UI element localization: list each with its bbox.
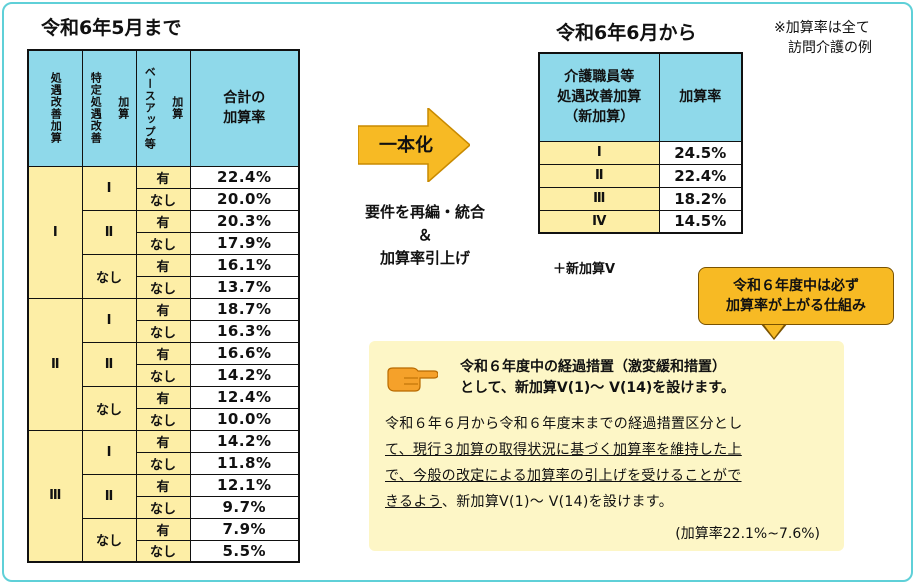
baseup-flag: 有	[135, 385, 191, 409]
new-rate: 14.5%	[658, 209, 743, 234]
tokutei-level: Ⅰ	[81, 297, 137, 343]
table-row: なし 5.5%	[28, 539, 300, 563]
callout-bubble: 令和６年度中は必ず 加算率が上がる仕組み	[698, 267, 894, 325]
total-rate: 14.2%	[189, 363, 300, 387]
total-rate: 22.4%	[189, 165, 300, 189]
table-row: Ⅳ 14.5%	[538, 209, 743, 234]
left-title: 令和6年5月まで	[41, 17, 182, 39]
new-col-header-left: 介護職員等 処遇改善加算 （新加算）	[538, 52, 660, 142]
tokutei-level: Ⅱ	[81, 473, 137, 519]
total-rate: 20.0%	[189, 187, 300, 211]
baseup-flag: なし	[135, 319, 191, 343]
table-row: Ⅰ Ⅰ 有 22.4%	[27, 165, 300, 299]
baseup-flag: なし	[135, 363, 191, 387]
col-header-total: 合計の 加算率	[189, 49, 300, 167]
new-level: Ⅰ	[538, 140, 660, 165]
total-rate: 16.6%	[189, 341, 300, 365]
baseup-flag: 有	[135, 429, 191, 453]
mid-text: 要件を再編・統合 ＆ 加算率引上げ	[364, 203, 485, 267]
table-row: Ⅱ 有 20.3%	[28, 209, 300, 255]
table-row: なし 20.0%	[28, 187, 300, 211]
baseup-flag: 有	[135, 517, 191, 541]
shogu-level: Ⅰ	[27, 165, 83, 299]
table-row: なし 10.0%	[28, 407, 300, 431]
bubble-tail	[762, 322, 786, 338]
note-line-2: 訪問介護の例	[788, 40, 872, 56]
new-addition-table: 介護職員等 処遇改善加算 （新加算） 加算率 Ⅰ 24.5% Ⅱ 22.4% Ⅲ 18.2…	[538, 52, 743, 234]
total-rate: 20.3%	[189, 209, 300, 233]
tokutei-level: なし	[81, 385, 137, 431]
baseup-flag: 有	[135, 253, 191, 277]
total-rate: 17.9%	[189, 231, 300, 255]
arrow-label: 一本化	[379, 135, 433, 156]
shogu-level: Ⅱ	[27, 297, 83, 431]
baseup-flag: なし	[135, 275, 191, 299]
baseup-flag: なし	[135, 231, 191, 255]
table-row: なし 11.8%	[28, 451, 300, 475]
baseup-flag: 有	[135, 341, 191, 365]
total-rate: 18.7%	[189, 297, 300, 321]
tokutei-level: Ⅰ	[81, 429, 137, 475]
total-rate: 5.5%	[189, 539, 300, 563]
baseup-flag: なし	[135, 407, 191, 431]
table-row: Ⅱ 有 16.6%	[28, 341, 300, 387]
tokutei-level: なし	[81, 253, 137, 299]
total-rate: 7.9%	[189, 517, 300, 541]
table-row: なし有 16.1%	[28, 253, 300, 299]
info-heading: 令和６年度中の経過措置（激変緩和措置） として、新加算Ⅴ(1)～ Ⅴ(14)を設…	[460, 359, 735, 396]
table-row: なし 13.7%	[28, 275, 300, 299]
table-row: Ⅰ 24.5%	[538, 140, 743, 165]
table-row: Ⅱ 22.4%	[538, 163, 743, 188]
table-row: なし 14.2%	[28, 363, 300, 387]
tokutei-level: Ⅱ	[81, 209, 137, 255]
info-body: 令和６年６月から令和６年度末までの経過措置区分とし て、現行３加算の取得状況に基…	[385, 416, 743, 510]
note-line-1: ※加算率は全て	[774, 20, 870, 36]
new-level: Ⅲ	[538, 186, 660, 211]
plus-new-addition: ＋新加算Ⅴ	[553, 262, 616, 277]
right-arrow-icon	[358, 108, 470, 182]
new-col-header-rate: 加算率	[658, 52, 743, 142]
total-rate: 12.1%	[189, 473, 300, 497]
col-header-baseup: ベースアップ等 加算	[135, 49, 191, 167]
new-rate: 18.2%	[658, 186, 743, 211]
baseup-flag: 有	[135, 473, 191, 497]
total-rate: 16.1%	[189, 253, 300, 277]
total-rate: 12.4%	[189, 385, 300, 409]
total-rate: 11.8%	[189, 451, 300, 475]
shogu-level: Ⅲ	[27, 429, 83, 563]
table-row: Ⅱ 有 12.1%	[28, 473, 300, 519]
baseup-flag: なし	[135, 187, 191, 211]
right-title: 令和6年6月から	[556, 22, 697, 44]
pointing-hand-icon	[387, 367, 438, 392]
total-rate: 9.7%	[189, 495, 300, 519]
table-row: Ⅱ Ⅰ 有 18.7%	[27, 297, 300, 431]
total-rate: 10.0%	[189, 407, 300, 431]
new-rate: 22.4%	[658, 163, 743, 188]
table-row: なし 16.3%	[28, 319, 300, 343]
baseup-flag: 有	[135, 209, 191, 233]
new-level: Ⅱ	[538, 163, 660, 188]
tokutei-level: Ⅰ	[81, 165, 137, 211]
tokutei-level: なし	[81, 517, 137, 563]
baseup-flag: 有	[135, 297, 191, 321]
baseup-flag: なし	[135, 451, 191, 475]
col-header-tokutei: 特定処遇改善 加算	[81, 49, 137, 167]
col-header-shogu: 処遇改善加算	[27, 49, 83, 167]
new-rate: 24.5%	[658, 140, 743, 165]
table-row: Ⅲ 18.2%	[538, 186, 743, 211]
total-rate: 16.3%	[189, 319, 300, 343]
total-rate: 13.7%	[189, 275, 300, 299]
table-row: なし 9.7%	[28, 495, 300, 519]
tokutei-level: Ⅱ	[81, 341, 137, 387]
total-rate: 14.2%	[189, 429, 300, 453]
info-box	[369, 341, 844, 551]
baseup-flag: なし	[135, 539, 191, 563]
baseup-flag: なし	[135, 495, 191, 519]
table-row: Ⅲ Ⅰ 有 14.2%	[27, 429, 300, 563]
info-footnote: (加算率22.1%~7.6%)	[675, 526, 820, 542]
table-row: なし 17.9%	[28, 231, 300, 255]
baseup-flag: 有	[135, 165, 191, 189]
new-level: Ⅳ	[538, 209, 660, 234]
